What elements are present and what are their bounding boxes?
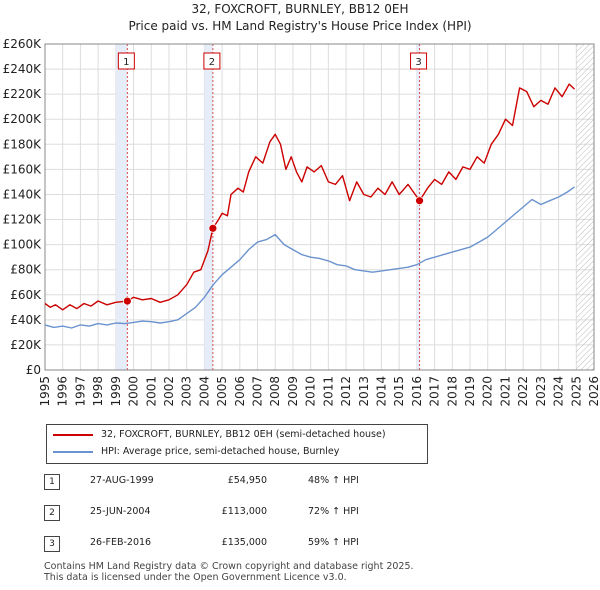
x-tick-label: 2005 bbox=[215, 376, 229, 407]
x-tick-label: 2002 bbox=[162, 376, 176, 407]
x-tick-label: 1998 bbox=[91, 376, 105, 407]
y-tick-label: £120K bbox=[3, 213, 43, 227]
y-tick-label: £80K bbox=[10, 263, 42, 277]
sale-point bbox=[122, 296, 132, 306]
x-tick-label: 2023 bbox=[534, 376, 548, 407]
sale-price: £135,000 bbox=[221, 537, 267, 548]
x-tick-label: 1997 bbox=[73, 376, 87, 407]
sale-date: 27-AUG-1999 bbox=[90, 475, 154, 486]
x-tick-label: 2003 bbox=[180, 376, 194, 407]
y-tick-label: £100K bbox=[3, 238, 43, 252]
x-tick-label: 1995 bbox=[38, 376, 52, 407]
x-tick-label: 2004 bbox=[197, 376, 211, 407]
sale-period-band bbox=[416, 44, 420, 370]
x-tick-label: 2006 bbox=[233, 376, 247, 407]
x-tick-label: 2014 bbox=[374, 376, 388, 407]
y-tick-label: £140K bbox=[3, 187, 43, 201]
y-tick-label: £220K bbox=[3, 87, 43, 101]
x-tick-label: 2024 bbox=[552, 376, 566, 407]
sale-marker-box bbox=[117, 52, 135, 70]
sale-marker-box bbox=[410, 52, 428, 70]
y-tick-label: £0 bbox=[26, 363, 41, 377]
x-tick-label: 2012 bbox=[339, 376, 353, 407]
hpi-line bbox=[44, 186, 575, 329]
sale-marker-label: 2 bbox=[209, 57, 215, 68]
chart-legend: 32, FOXCROFT, BURNLEY, BB12 0EH (semi-de… bbox=[46, 424, 428, 464]
x-tick-label: 2025 bbox=[569, 376, 583, 407]
x-tick-label: 2021 bbox=[498, 376, 512, 407]
x-tick-label: 2026 bbox=[587, 376, 600, 407]
sale-number-badge: 3 bbox=[44, 536, 60, 552]
plot-area bbox=[45, 44, 594, 370]
x-tick-label: 2009 bbox=[286, 376, 300, 407]
sale-hpi-change: 72% ↑ HPI bbox=[308, 506, 359, 517]
x-tick-label: 2018 bbox=[445, 376, 459, 407]
footer-copyright: Contains HM Land Registry data © Crown c… bbox=[44, 561, 414, 572]
sale-hpi-change: 48% ↑ HPI bbox=[308, 475, 359, 486]
sale-point bbox=[415, 196, 424, 206]
x-tick-label: 2007 bbox=[251, 376, 265, 407]
y-tick-label: £40K bbox=[10, 313, 42, 327]
x-tick-label: 2011 bbox=[321, 376, 335, 407]
y-tick-label: £180K bbox=[3, 137, 43, 151]
x-tick-label: 2015 bbox=[392, 376, 406, 407]
legend-label-hpi: HPI: Average price, semi-detached house,… bbox=[101, 446, 340, 457]
y-tick-label: £240K bbox=[3, 62, 43, 76]
footer-licence: This data is licensed under the Open Gov… bbox=[44, 572, 347, 583]
sale-number-badge: 2 bbox=[44, 505, 60, 521]
sale-date: 26-FEB-2016 bbox=[90, 537, 152, 548]
sale-period-band bbox=[204, 44, 213, 370]
forecast-hatch-region bbox=[576, 44, 594, 370]
y-tick-label: £260K bbox=[3, 37, 43, 51]
y-tick-label: £160K bbox=[3, 162, 43, 176]
x-tick-label: 2008 bbox=[268, 376, 282, 407]
sale-row: 3 26-FEB-2016 £135,000 59% ↑ HPI bbox=[40, 534, 580, 554]
chart-title: 32, FOXCROFT, BURNLEY, BB12 0EH bbox=[191, 2, 409, 16]
sale-marker-box bbox=[203, 52, 221, 70]
sale-marker-label: 3 bbox=[415, 57, 421, 68]
sale-number-badge: 1 bbox=[44, 474, 60, 490]
chart-subtitle: Price paid vs. HM Land Registry's House … bbox=[128, 19, 472, 33]
x-tick-label: 2001 bbox=[144, 376, 158, 407]
price-chart: £0 £20K £40K £60K £80K £100K £120K £140K £160K £1… bbox=[3, 37, 600, 407]
sale-price: £54,950 bbox=[227, 475, 267, 486]
x-tick-label: 2013 bbox=[357, 376, 371, 407]
sale-row: 2 25-JUN-2004 £113,000 72% ↑ HPI bbox=[40, 503, 580, 523]
y-tick-label: £20K bbox=[10, 338, 42, 352]
sale-point bbox=[208, 223, 218, 233]
x-tick-label: 2016 bbox=[410, 376, 424, 407]
plot-frame bbox=[44, 43, 595, 371]
x-tick-label: 2019 bbox=[463, 376, 477, 407]
x-tick-label: 1999 bbox=[109, 376, 123, 407]
x-tick-label: 1996 bbox=[56, 376, 70, 407]
legend-label-property: 32, FOXCROFT, BURNLEY, BB12 0EH (semi-de… bbox=[101, 429, 386, 440]
sale-marker-label: 1 bbox=[123, 57, 129, 68]
sale-period-band bbox=[115, 44, 128, 370]
x-tick-label: 2000 bbox=[127, 376, 141, 407]
x-tick-label: 2010 bbox=[304, 376, 318, 407]
y-tick-label: £200K bbox=[3, 112, 43, 126]
property-price-line bbox=[44, 83, 575, 311]
sale-price: £113,000 bbox=[221, 506, 267, 517]
legend-swatch-hpi bbox=[53, 451, 93, 453]
legend-swatch-property bbox=[53, 434, 93, 436]
sale-hpi-change: 59% ↑ HPI bbox=[308, 537, 359, 548]
y-tick-label: £60K bbox=[10, 288, 42, 302]
sale-row: 1 27-AUG-1999 £54,950 48% ↑ HPI bbox=[40, 472, 580, 492]
x-tick-label: 2017 bbox=[428, 376, 442, 407]
footer-attribution: Contains HM Land Registry data © Crown c… bbox=[44, 561, 414, 583]
x-tick-label: 2020 bbox=[481, 376, 495, 407]
sale-date: 25-JUN-2004 bbox=[90, 506, 151, 517]
x-tick-label: 2022 bbox=[516, 376, 530, 407]
